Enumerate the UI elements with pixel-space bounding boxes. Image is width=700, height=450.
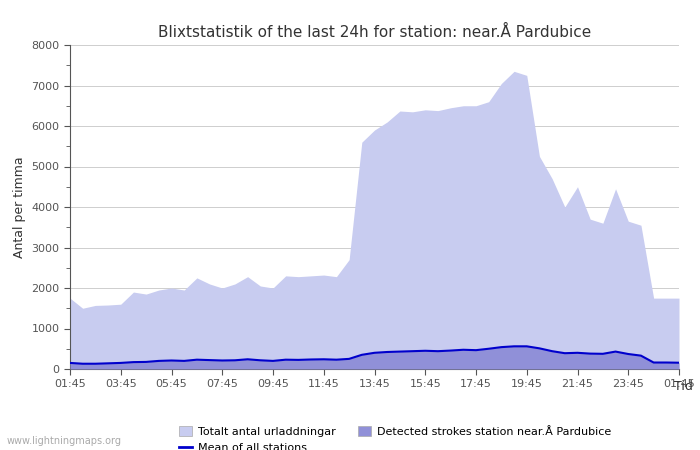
Text: www.lightningmaps.org: www.lightningmaps.org bbox=[7, 436, 122, 446]
Y-axis label: Antal per timma: Antal per timma bbox=[13, 156, 26, 258]
Title: Blixtstatistik of the last 24h for station: near.Å Pardubice: Blixtstatistik of the last 24h for stati… bbox=[158, 25, 591, 40]
Legend: Totalt antal urladdningar, Mean of all stations, Detected strokes station near.Å: Totalt antal urladdningar, Mean of all s… bbox=[179, 427, 611, 450]
Text: Tid: Tid bbox=[674, 380, 693, 393]
